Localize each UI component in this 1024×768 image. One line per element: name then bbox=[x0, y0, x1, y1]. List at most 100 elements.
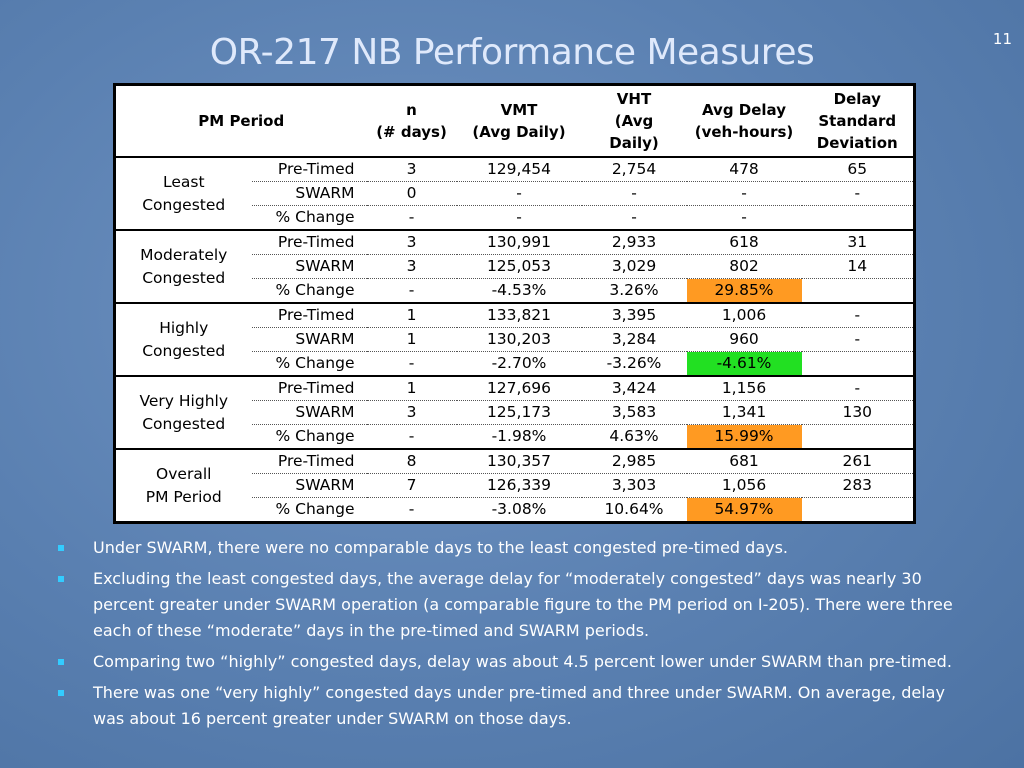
data-cell: - bbox=[801, 181, 915, 206]
row-label: SWARM bbox=[251, 327, 367, 352]
data-cell: - bbox=[801, 376, 915, 401]
data-cell: 261 bbox=[801, 449, 915, 474]
data-cell: -3.08% bbox=[456, 497, 582, 524]
table-body: Least Congested Pre-Timed 3 129,454 2,754 478… bbox=[114, 157, 915, 524]
data-cell: 10.64% bbox=[581, 497, 687, 524]
data-cell: 1 bbox=[366, 376, 457, 401]
slide-number: 11 bbox=[992, 30, 1012, 48]
row-label: SWARM bbox=[251, 181, 367, 206]
table-row: % Change - -1.98% 4.63% 15.99% bbox=[115, 424, 915, 450]
table-row: SWARM 7 126,339 3,303 1,056 283 bbox=[115, 473, 915, 498]
data-cell: 3,583 bbox=[581, 400, 687, 425]
table-row: % Change - -2.70% -3.26% -4.61% bbox=[115, 351, 915, 377]
bullet: There was one “very highly” congested da… bbox=[56, 680, 976, 732]
data-cell: 1,006 bbox=[686, 303, 802, 328]
bullet: Under SWARM, there were no comparable da… bbox=[56, 535, 976, 561]
table-row: Moderately Congested Pre-Timed 3 130,991 2,9… bbox=[114, 230, 915, 304]
data-cell: 283 bbox=[801, 473, 915, 498]
data-cell: 2,985 bbox=[581, 449, 687, 474]
table-row: SWARM 3 125,053 3,029 802 14 bbox=[115, 254, 915, 279]
header-cell: PM Period bbox=[114, 84, 367, 158]
table-row: Least Congested Pre-Timed 3 129,454 2,754 478… bbox=[114, 157, 915, 231]
data-cell: 3 bbox=[366, 157, 457, 182]
data-cell: 1,341 bbox=[686, 400, 802, 425]
table-row: Very Highly Congested Pre-Timed 1 127,696 3,… bbox=[114, 376, 915, 450]
data-cell: - bbox=[581, 181, 687, 206]
data-cell: - bbox=[686, 205, 802, 231]
row-label: SWARM bbox=[251, 400, 367, 425]
data-cell: 1,156 bbox=[686, 376, 802, 401]
header-cell: VHT (Avg Daily) bbox=[581, 84, 687, 158]
data-cell: 126,339 bbox=[456, 473, 582, 498]
data-cell: -4.61% bbox=[686, 351, 802, 377]
data-cell: 14 bbox=[801, 254, 915, 279]
data-cell: 1,056 bbox=[686, 473, 802, 498]
bullet-list: Under SWARM, there were no comparable da… bbox=[56, 535, 976, 737]
row-label: % Change bbox=[251, 278, 367, 304]
data-cell: - bbox=[456, 205, 582, 231]
table-row: SWARM 3 125,173 3,583 1,341 130 bbox=[115, 400, 915, 425]
data-cell: -3.26% bbox=[581, 351, 687, 377]
data-cell: 3.26% bbox=[581, 278, 687, 304]
data-cell: 960 bbox=[686, 327, 802, 352]
data-cell: 2,754 bbox=[581, 157, 687, 182]
data-cell: - bbox=[456, 181, 582, 206]
data-cell: 802 bbox=[686, 254, 802, 279]
row-label: SWARM bbox=[251, 473, 367, 498]
header-cell: n (# days) bbox=[366, 84, 457, 158]
data-cell: 4.63% bbox=[581, 424, 687, 450]
data-cell: 54.97% bbox=[686, 497, 802, 524]
group-label: Least Congested bbox=[114, 157, 252, 231]
data-cell: 130,357 bbox=[456, 449, 582, 474]
bullet: Excluding the least congested days, the … bbox=[56, 566, 976, 644]
data-cell: 3,395 bbox=[581, 303, 687, 328]
empty-cell bbox=[801, 497, 915, 524]
table-row: Overall PM Period Pre-Timed 8 130,357 2,985 6… bbox=[114, 449, 915, 524]
data-cell: 618 bbox=[686, 230, 802, 255]
data-cell: 130,203 bbox=[456, 327, 582, 352]
data-cell: 0 bbox=[366, 181, 457, 206]
row-label: Pre-Timed bbox=[251, 157, 367, 182]
row-label: % Change bbox=[251, 497, 367, 524]
empty-cell bbox=[801, 351, 915, 377]
group-label: Very Highly Congested bbox=[114, 376, 252, 450]
group-label: Highly Congested bbox=[114, 303, 252, 377]
data-cell: - bbox=[366, 424, 457, 450]
data-cell: 3 bbox=[366, 400, 457, 425]
group-label: Moderately Congested bbox=[114, 230, 252, 304]
data-cell: 130,991 bbox=[456, 230, 582, 255]
data-cell: 681 bbox=[686, 449, 802, 474]
row-label: Pre-Timed bbox=[251, 376, 367, 401]
table-row: SWARM 0- - - - bbox=[115, 181, 915, 206]
data-cell: - bbox=[801, 303, 915, 328]
empty-cell bbox=[801, 278, 915, 304]
table-row: SWARM 1 130,203 3,284 960- bbox=[115, 327, 915, 352]
data-cell: -2.70% bbox=[456, 351, 582, 377]
data-cell: 3,029 bbox=[581, 254, 687, 279]
data-cell: 29.85% bbox=[686, 278, 802, 304]
data-cell: 133,821 bbox=[456, 303, 582, 328]
row-label: % Change bbox=[251, 205, 367, 231]
data-cell: 125,173 bbox=[456, 400, 582, 425]
data-cell: 125,053 bbox=[456, 254, 582, 279]
row-label: % Change bbox=[251, 351, 367, 377]
data-cell: 1 bbox=[366, 327, 457, 352]
data-cell: 15.99% bbox=[686, 424, 802, 450]
data-cell: 3,284 bbox=[581, 327, 687, 352]
data-cell: - bbox=[686, 181, 802, 206]
data-cell: 127,696 bbox=[456, 376, 582, 401]
table-row: % Change - -4.53% 3.26% 29.85% bbox=[115, 278, 915, 304]
data-cell: 3 bbox=[366, 230, 457, 255]
data-cell: - bbox=[366, 351, 457, 377]
data-cell: - bbox=[366, 497, 457, 524]
data-cell: - bbox=[366, 278, 457, 304]
data-cell: 129,454 bbox=[456, 157, 582, 182]
data-cell: - bbox=[366, 205, 457, 231]
row-label: % Change bbox=[251, 424, 367, 450]
data-cell: -1.98% bbox=[456, 424, 582, 450]
data-cell: 3 bbox=[366, 254, 457, 279]
data-cell: 31 bbox=[801, 230, 915, 255]
row-label: Pre-Timed bbox=[251, 449, 367, 474]
group-label: Overall PM Period bbox=[114, 449, 252, 524]
header-cell: Delay Standard Deviation bbox=[801, 84, 915, 158]
